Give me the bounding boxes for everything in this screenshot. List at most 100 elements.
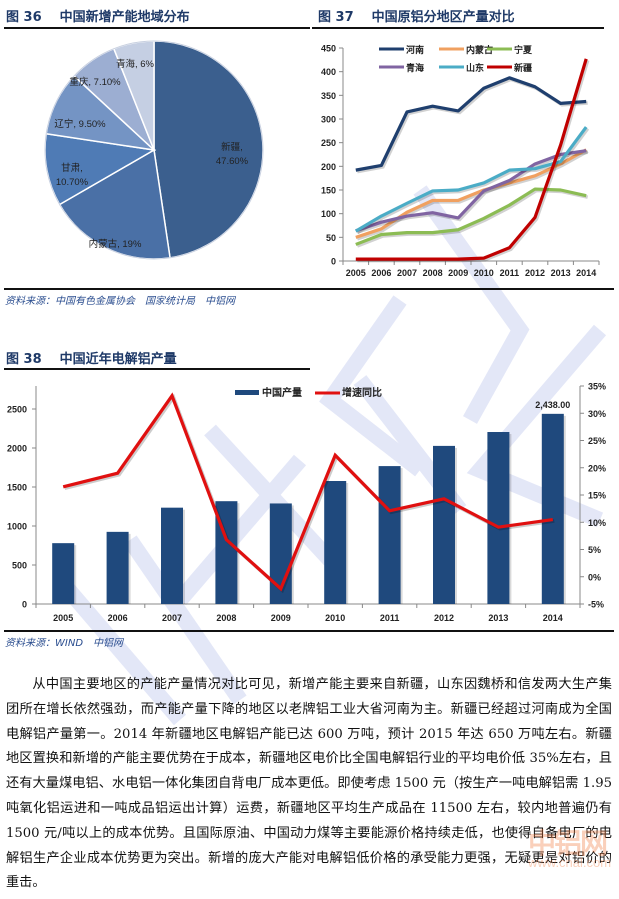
fig37-title: 图 37 中国原铝分地区产量对比: [318, 6, 515, 25]
pie-label: 重庆, 7.10%: [69, 76, 121, 88]
production-bar: [378, 466, 401, 604]
y-tick-label: 350: [321, 91, 336, 101]
logo-name: 中铝网: [528, 827, 608, 860]
y2-tick-label: 30%: [588, 409, 606, 419]
pie-label: 47.60%: [216, 156, 249, 167]
legend-label: 内蒙古: [466, 44, 493, 55]
y-tick-label: 300: [321, 115, 336, 125]
series-line: [354, 126, 588, 233]
y-tick-label: 1500: [7, 483, 27, 493]
series-line: [355, 76, 587, 172]
fig36-37-bottom-rule: [4, 288, 614, 290]
fig36-title-rule: [4, 27, 310, 29]
fig37-line-chart: 0 50 100 150 200 250 300 350 400 450 2005 2006 2007 2…: [321, 44, 600, 278]
series-line: [355, 149, 587, 233]
y-tick-label: 450: [321, 44, 336, 54]
x-tick-label: 2008: [423, 268, 443, 278]
legend-label: 青海: [406, 62, 424, 73]
logo-url: www.cnal.com: [528, 855, 612, 870]
y-tick-label: 400: [321, 67, 336, 77]
pie-label: 10.70%: [56, 177, 89, 188]
y-tick-label: 500: [12, 561, 27, 571]
y2-tick-label: 15%: [588, 491, 606, 501]
x-tick-label: 2014: [576, 268, 596, 278]
x-tick-label: 2013: [551, 268, 571, 278]
y-tick-label: 0: [22, 600, 27, 610]
x-tick-label: 2005: [53, 613, 73, 623]
production-bar: [106, 531, 129, 604]
x-tick-label: 2006: [371, 268, 391, 278]
y-tick-label: 100: [321, 209, 336, 219]
production-bar: [541, 413, 564, 604]
body-paragraph: 从中国主要地区的产能产量情况对比可见，新增产能主要来自新疆，山东因魏桥和信发两大…: [6, 677, 612, 891]
x-tick-label: 2007: [162, 613, 182, 623]
x-tick-label: 2009: [271, 613, 291, 623]
y-tick-label: 200: [321, 162, 336, 172]
y-tick-label: 150: [321, 186, 336, 196]
cnal-logo: 中铝网 www.cnal.com: [528, 822, 612, 882]
legend-label: 山东: [466, 62, 484, 73]
fig38-title-rule: [4, 368, 310, 370]
x-tick-label: 2008: [216, 613, 236, 623]
pie-slice: [153, 40, 264, 259]
y2-tick-label: 0%: [588, 572, 601, 582]
x-tick-label: 2012: [525, 268, 545, 278]
y2-tick-label: -5%: [588, 600, 604, 610]
fig36-title: 图 36 中国新增产能地域分布: [6, 6, 190, 25]
x-tick-label: 2010: [474, 268, 494, 278]
y2-tick-label: 10%: [588, 518, 606, 528]
fig38-bar-chart: 0 500 1000 1500 2000 2500 -5% 0% 5% 10% 15% 20% 25% 3…: [7, 382, 606, 624]
x-tick-label: 2005: [346, 268, 366, 278]
fig37-number: 图 37: [318, 10, 354, 25]
fig38-title-text: 中国近年电解铝产量: [59, 352, 177, 367]
y-tick-label: 250: [321, 138, 336, 148]
x-tick-label: 2009: [448, 268, 468, 278]
series-line: [355, 58, 588, 261]
y-tick-label: 0: [331, 257, 336, 267]
fig36-source: 资料来源：中国有色金属协会 国家统计局 中铝网: [5, 296, 235, 307]
growth-line: [62, 392, 554, 592]
x-tick-label: 2006: [108, 613, 128, 623]
x-tick-label: 2013: [488, 613, 508, 623]
y2-tick-label: 35%: [588, 382, 606, 392]
x-tick-label: 2011: [380, 613, 400, 623]
legend-label: 新疆: [514, 62, 532, 73]
bar-data-label: 2,438.00: [535, 400, 570, 410]
fig38-title: 图 38 中国近年电解铝产量: [6, 348, 177, 367]
production-bar: [161, 507, 183, 604]
series-line: [355, 187, 587, 246]
y-tick-label: 50: [326, 233, 336, 243]
fig37-title-rule: [312, 27, 604, 29]
x-tick-label: 2012: [434, 613, 454, 623]
y2-tick-label: 25%: [588, 436, 606, 446]
y-tick-label: 1000: [7, 522, 27, 532]
fig36-title-text: 中国新增产能地域分布: [59, 10, 190, 25]
fig36-number: 图 36: [6, 10, 42, 25]
pie-label: 辽宁, 9.50%: [54, 118, 106, 130]
fig36-pie-chart: 新疆, 47.60% 内蒙古, 19% 甘肃, 10.70% 辽宁, 9.50% 重庆, 7…: [44, 40, 264, 260]
x-tick-label: 2014: [543, 613, 563, 623]
x-tick-label: 2010: [325, 613, 345, 623]
legend-label: 宁夏: [514, 44, 533, 55]
x-tick-label: 2011: [500, 268, 520, 278]
y-tick-label: 2000: [7, 444, 27, 454]
fig38-number: 图 38: [6, 352, 42, 367]
production-bar: [433, 445, 455, 604]
y-tick-label: 2500: [7, 405, 27, 415]
pie-label: 青海, 6%: [116, 58, 155, 70]
legend-label: 增速同比: [342, 386, 382, 399]
legend-label: 河南: [406, 44, 424, 55]
legend-label: 中国产量: [262, 386, 302, 399]
fig38-bottom-rule: [4, 630, 614, 632]
production-bar: [52, 543, 75, 604]
pie-label: 新疆,: [221, 141, 243, 153]
production-bar: [487, 432, 510, 604]
fig37-title-text: 中国原铝分地区产量对比: [371, 10, 515, 25]
fig38-source: 资料来源：WIND 中铝网: [5, 638, 124, 649]
y2-tick-label: 20%: [588, 463, 606, 473]
pie-label: 内蒙古, 19%: [89, 238, 142, 250]
pie-label: 甘肃,: [61, 162, 83, 174]
x-tick-label: 2007: [397, 268, 417, 278]
y2-tick-label: 5%: [588, 545, 601, 555]
production-bar: [324, 480, 347, 604]
